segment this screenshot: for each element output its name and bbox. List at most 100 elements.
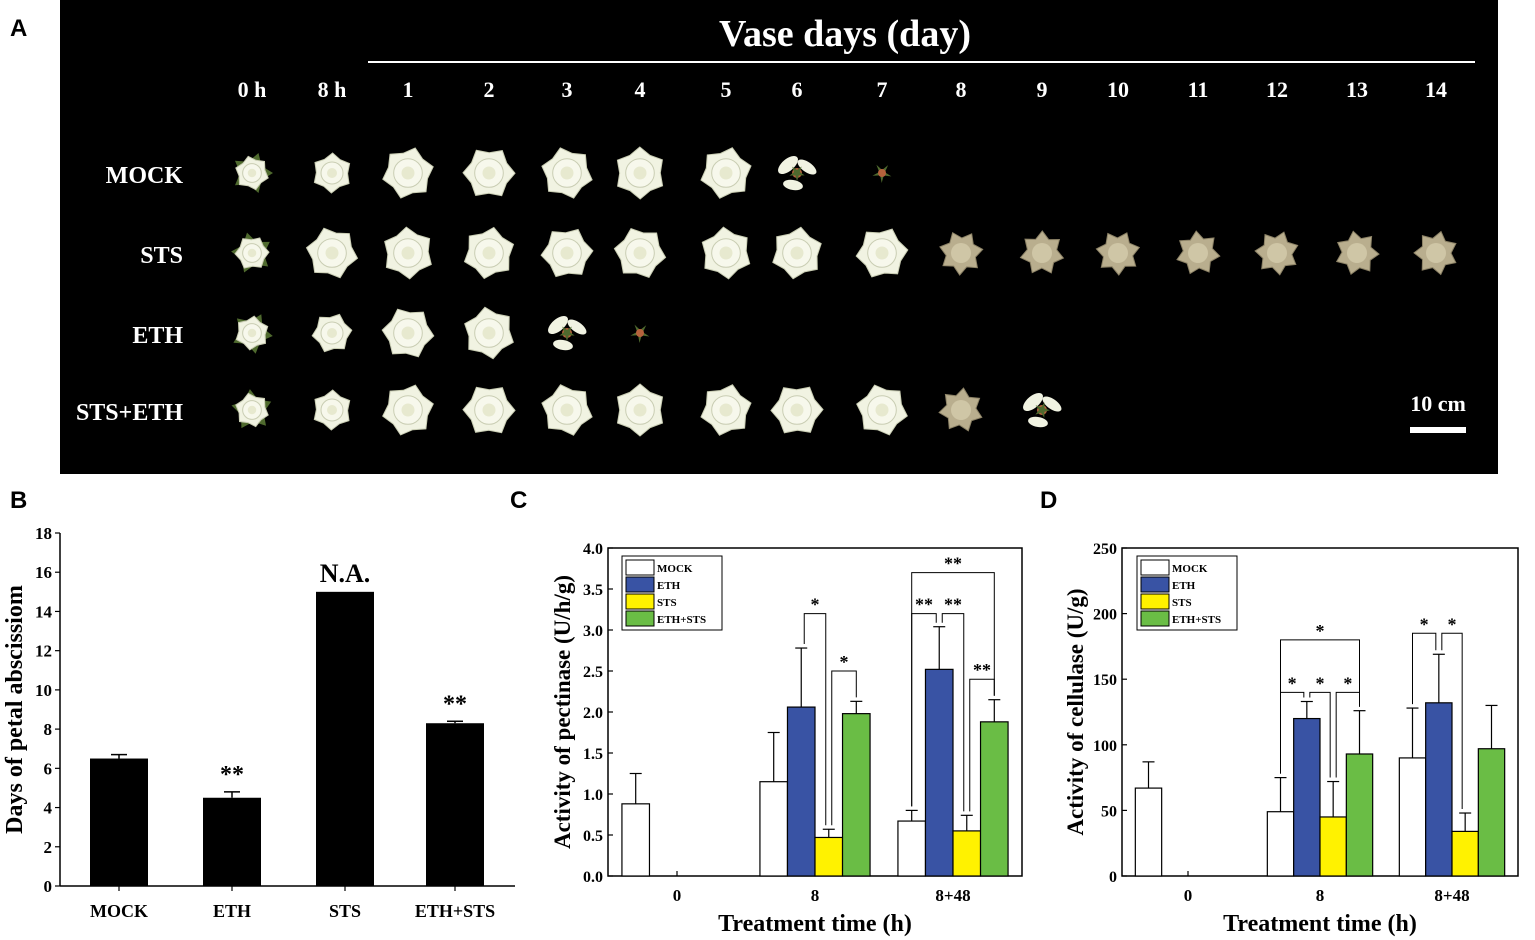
rose-open — [382, 384, 434, 436]
legend-label: STS — [657, 597, 677, 609]
rose-open — [616, 383, 664, 437]
significance-label: ** — [443, 691, 467, 717]
rose-open — [856, 384, 908, 436]
y-tick-label: 250 — [1093, 541, 1117, 558]
significance-label: * — [1288, 673, 1297, 693]
y-tick-label: 0 — [1109, 869, 1117, 886]
y-tick-label: 14 — [35, 602, 53, 621]
legend: MOCK ETH STS ETH+STS — [1136, 555, 1238, 631]
y-tick-label: 18 — [35, 524, 52, 543]
y-tick-label: 4 — [44, 799, 53, 818]
rose-open — [381, 308, 435, 358]
bar-eth-sts-1 — [1345, 753, 1374, 877]
bar-eth-1 — [1293, 717, 1321, 877]
rose-open — [700, 384, 752, 436]
y-tick-label: 0.0 — [583, 869, 603, 886]
x-tick-label: 8+48 — [935, 886, 970, 905]
time-label: 2 — [484, 77, 495, 102]
significance-label: ** — [915, 595, 933, 615]
x-tick-label: 8 — [811, 886, 820, 905]
significance-bracket — [1441, 632, 1463, 810]
rose-falling — [778, 156, 817, 191]
vase-days-title: Vase days (day) — [719, 13, 971, 55]
y-axis-label: Activity of pectinase (U/h/g) — [550, 575, 575, 849]
rose-open — [231, 389, 272, 429]
x-axis-label: Treatment time (h) — [718, 911, 912, 937]
significance-bracket — [1335, 691, 1361, 778]
bar-mock-2 — [897, 820, 927, 877]
rose-falling — [1023, 393, 1062, 428]
legend: MOCK ETH STS ETH+STS — [621, 555, 723, 631]
rose-open — [384, 226, 432, 280]
significance-label: N.A. — [320, 559, 371, 588]
rose-open — [616, 146, 664, 200]
legend-label: MOCK — [1172, 563, 1208, 575]
rose-open — [463, 226, 515, 280]
x-tick-label: ETH — [213, 901, 251, 921]
rose-open — [770, 386, 824, 434]
time-label: 14 — [1425, 77, 1447, 102]
bar-eth-sts-2 — [1477, 748, 1506, 877]
time-label: 13 — [1346, 77, 1368, 102]
row-label: STS — [140, 243, 183, 269]
rose-wilted — [1254, 231, 1299, 276]
rose-open — [233, 314, 273, 354]
legend-swatch — [1140, 559, 1170, 576]
chart-b: 0 2 4 6 8 10 12 14 16 18 MOCK ETH ** STS N.A. ETH+STS **… — [2, 524, 515, 921]
rose-open — [464, 306, 514, 360]
rose-open — [855, 228, 909, 278]
bar-sts-1 — [814, 836, 844, 877]
bar-sts-2 — [1451, 830, 1479, 877]
y-axis-label: Activity of cellulase (U/g) — [1063, 588, 1088, 835]
significance-label: ** — [944, 554, 962, 574]
x-axis-label: Treatment time (h) — [1223, 911, 1417, 937]
time-label: 5 — [721, 77, 732, 102]
y-tick-label: 2.5 — [583, 664, 603, 681]
y-tick-label: 6 — [44, 759, 53, 778]
significance-bracket — [831, 670, 857, 826]
time-label: 1 — [403, 77, 414, 102]
rose-wilted — [939, 231, 984, 276]
row-label: MOCK — [106, 163, 184, 189]
rose-open — [772, 226, 822, 280]
rose-open — [382, 147, 434, 199]
significance-bracket — [911, 613, 937, 807]
legend-swatch — [1140, 610, 1170, 627]
rose-open — [540, 228, 594, 278]
bar-eth-sts-2 — [979, 721, 1009, 877]
legend-swatch — [1140, 593, 1170, 610]
rose-wilted — [1095, 232, 1141, 276]
bar-sts-2 — [952, 830, 982, 877]
time-label: 8 — [956, 77, 967, 102]
rose-wilted — [1019, 230, 1065, 274]
rose-wilted — [1335, 230, 1380, 275]
bar-sts — [316, 591, 374, 886]
y-tick-label: 0.5 — [583, 828, 603, 845]
bar-eth-sts — [426, 723, 484, 886]
row-labels: MOCK STS ETH STS+ETH — [76, 163, 183, 426]
bar-eth — [203, 797, 261, 886]
significance-bracket — [1309, 691, 1331, 778]
legend-swatch — [625, 576, 655, 593]
scale-bar-label: 10 cm — [1410, 391, 1466, 416]
rose-falling — [548, 316, 587, 351]
significance-bracket — [803, 613, 827, 826]
y-tick-label: 16 — [35, 563, 52, 582]
panel-letter-b: B — [10, 487, 27, 514]
legend-label: ETH+STS — [1172, 614, 1221, 626]
y-tick-label: 10 — [35, 681, 52, 700]
rose-bare — [872, 164, 892, 183]
rose-open — [541, 384, 593, 436]
y-tick-label: 2.0 — [583, 705, 603, 722]
significance-label: * — [1420, 614, 1429, 634]
legend-swatch — [625, 610, 655, 627]
bar-eth-2 — [1425, 702, 1453, 877]
time-label: 7 — [877, 77, 888, 102]
time-label: 8 h — [318, 77, 347, 102]
time-label: 11 — [1188, 77, 1209, 102]
significance-label: * — [1343, 673, 1352, 693]
significance-bracket — [1279, 691, 1305, 774]
x-tick-label: 0 — [1184, 886, 1193, 905]
x-tick-label: 8 — [1316, 886, 1325, 905]
bar-mock — [90, 758, 148, 886]
